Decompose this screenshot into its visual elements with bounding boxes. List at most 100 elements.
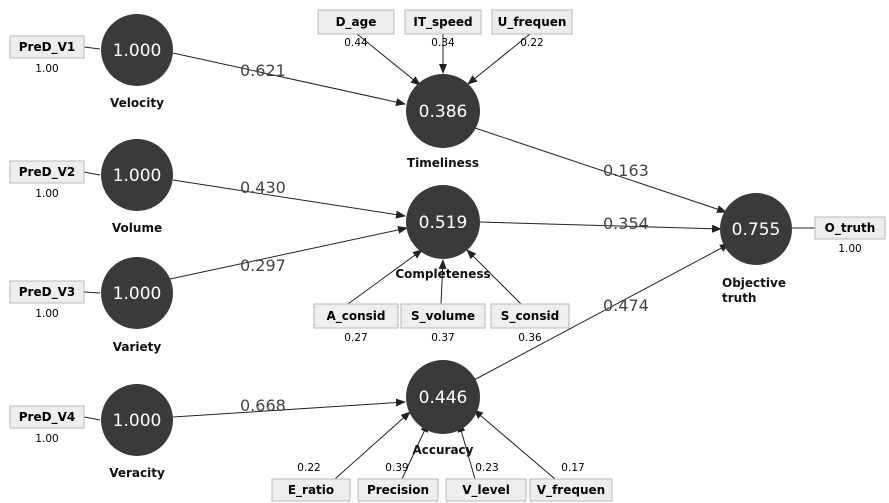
link-s-volume-completeness	[438, 259, 447, 305]
indicator-e-ratio-value: 0.22	[297, 462, 320, 474]
path-velocity-timeliness	[172, 52, 406, 106]
indicator-pred-v4-name: PreD_V4	[19, 410, 75, 425]
indicator-a-consid-name: A_consid	[326, 309, 385, 324]
link-a-consid-completeness	[347, 249, 423, 305]
indicator-v-level-name: V_level	[462, 483, 510, 498]
construct-completeness-label: Completeness	[395, 267, 490, 281]
construct-accuracy-label: Accuracy	[412, 443, 473, 457]
indicator-o-truth-box	[814, 216, 886, 240]
indicator-d-age-box	[317, 9, 395, 35]
indicator-s-consid: S_consid 0.36	[490, 303, 570, 344]
link-pred-v1-velocity	[83, 46, 101, 50]
indicator-pred-v4-value: 1.00	[35, 433, 58, 445]
indicator-o-truth: O_truth 1.00	[814, 216, 886, 255]
indicator-u-frequen: U_frequen 0.22	[491, 9, 573, 49]
path-veracity-accuracy	[172, 398, 406, 418]
indicator-pred-v3-name: PreD_V3	[19, 285, 75, 300]
indicator-pred-v2: PreD_V2 1.00	[9, 160, 85, 200]
indicator-e-ratio: E_ratio 0.22	[271, 462, 351, 502]
construct-accuracy-circle	[406, 360, 480, 434]
indicator-d-age-name: D_age	[336, 15, 377, 30]
construct-timeliness-label: Timeliness	[407, 156, 479, 170]
construct-volume-circle	[101, 139, 173, 211]
construct-objective-truth-circle	[720, 193, 792, 265]
indicator-v-level-box	[445, 478, 527, 502]
path-coefficients: 0.621 0.430 0.297 0.668 0.163 0.354 0.47…	[240, 61, 649, 415]
indicator-pred-v2-value: 1.00	[35, 188, 58, 200]
construct-veracity: 1.000 Veracity	[101, 384, 173, 480]
construct-completeness: 0.519 Completeness	[395, 185, 491, 281]
path-completeness-objective	[479, 221, 722, 233]
construct-accuracy-value: 0.446	[419, 388, 468, 408]
path-variety-completeness	[169, 225, 408, 280]
construct-objective-truth-label-line-1: Objective	[722, 276, 786, 290]
indicator-precision-value: 0.39	[385, 462, 408, 474]
construct-completeness-value: 0.519	[419, 213, 468, 233]
indicator-a-consid-value: 0.27	[344, 332, 367, 344]
link-s-consid-completeness	[466, 249, 522, 305]
coef-velocity-timeliness: 0.621	[240, 61, 286, 80]
indicator-precision: Precision 0.39	[357, 462, 439, 502]
indicator-pred-v4-box	[9, 405, 85, 429]
indicator-v-level-value: 0.23	[475, 462, 498, 474]
construct-velocity: 1.000 Velocity	[101, 14, 173, 110]
indicator-s-consid-name: S_consid	[501, 309, 559, 324]
indicator-it-speed-value: 0.34	[431, 37, 455, 49]
indicator-s-volume-name: S_volume	[411, 309, 475, 324]
indicator-v-frequen-name: V_frequen	[537, 483, 605, 498]
construct-variety-circle	[101, 257, 173, 329]
link-pred-v2-volume	[83, 171, 101, 176]
indicator-o-truth-name: O_truth	[825, 221, 876, 236]
construct-volume-value: 1.000	[113, 166, 162, 186]
indicator-v-frequen-value: 0.17	[561, 462, 584, 474]
construct-objective-truth-label-line-2: truth	[722, 291, 756, 305]
path-accuracy-objective	[473, 243, 730, 381]
construct-volume: 1.000 Volume	[101, 139, 173, 235]
coef-volume-completeness: 0.430	[240, 178, 286, 197]
indicator-pred-v4: PreD_V4 1.00	[9, 405, 85, 445]
indicator-s-volume: S_volume 0.37	[400, 303, 486, 344]
link-d-age-timeliness	[356, 33, 421, 86]
coef-completeness-objective: 0.354	[603, 214, 649, 233]
coef-veracity-accuracy: 0.668	[240, 396, 286, 415]
construct-variety-value: 1.000	[113, 284, 162, 304]
indicator-it-speed: IT_speed 0.34	[404, 9, 482, 49]
indicator-v-frequen: V_frequen 0.17	[529, 462, 613, 502]
construct-velocity-circle	[101, 14, 173, 86]
link-precision-accuracy	[401, 422, 429, 480]
indicator-pred-v1: PreD_V1 1.00	[9, 35, 85, 75]
indicator-d-age: D_age 0.44	[317, 9, 395, 49]
coef-timeliness-objective: 0.163	[603, 161, 649, 180]
indicator-pred-v3-value: 1.00	[35, 308, 58, 320]
path-volume-completeness	[172, 179, 406, 219]
indicator-it-speed-name: IT_speed	[413, 15, 472, 30]
indicator-s-consid-box	[490, 303, 570, 329]
link-pred-v3-variety	[83, 291, 101, 294]
coef-accuracy-objective: 0.474	[603, 296, 649, 315]
construct-volume-label: Volume	[112, 221, 162, 235]
construct-objective-truth-value: 0.755	[732, 220, 781, 240]
construct-veracity-circle	[101, 384, 173, 456]
indicator-pred-v1-value: 1.00	[35, 63, 58, 75]
indicator-e-ratio-name: E_ratio	[288, 483, 334, 498]
construct-timeliness-circle	[406, 74, 480, 148]
construct-variety: 1.000 Variety	[101, 257, 173, 354]
construct-timeliness-value: 0.386	[419, 102, 468, 122]
indicator-pred-v2-name: PreD_V2	[19, 165, 75, 180]
indicator-u-frequen-name: U_frequen	[498, 15, 567, 30]
indicator-a-consid-box	[313, 303, 399, 329]
indicator-v-level: V_level 0.23	[445, 462, 527, 502]
indicator-precision-name: Precision	[367, 483, 429, 497]
construct-velocity-value: 1.000	[113, 41, 162, 61]
indicator-pred-v2-box	[9, 160, 85, 184]
construct-veracity-label: Veracity	[109, 466, 165, 480]
indicator-u-frequen-box	[491, 9, 573, 35]
construct-veracity-value: 1.000	[113, 411, 162, 431]
indicator-pred-v3-box	[9, 280, 85, 304]
coef-variety-completeness: 0.297	[240, 256, 286, 275]
indicator-pred-v3: PreD_V3 1.00	[9, 280, 85, 320]
connectors	[83, 33, 815, 480]
indicator-s-volume-value: 0.37	[431, 332, 454, 344]
construct-timeliness: 0.386 Timeliness	[406, 74, 480, 170]
